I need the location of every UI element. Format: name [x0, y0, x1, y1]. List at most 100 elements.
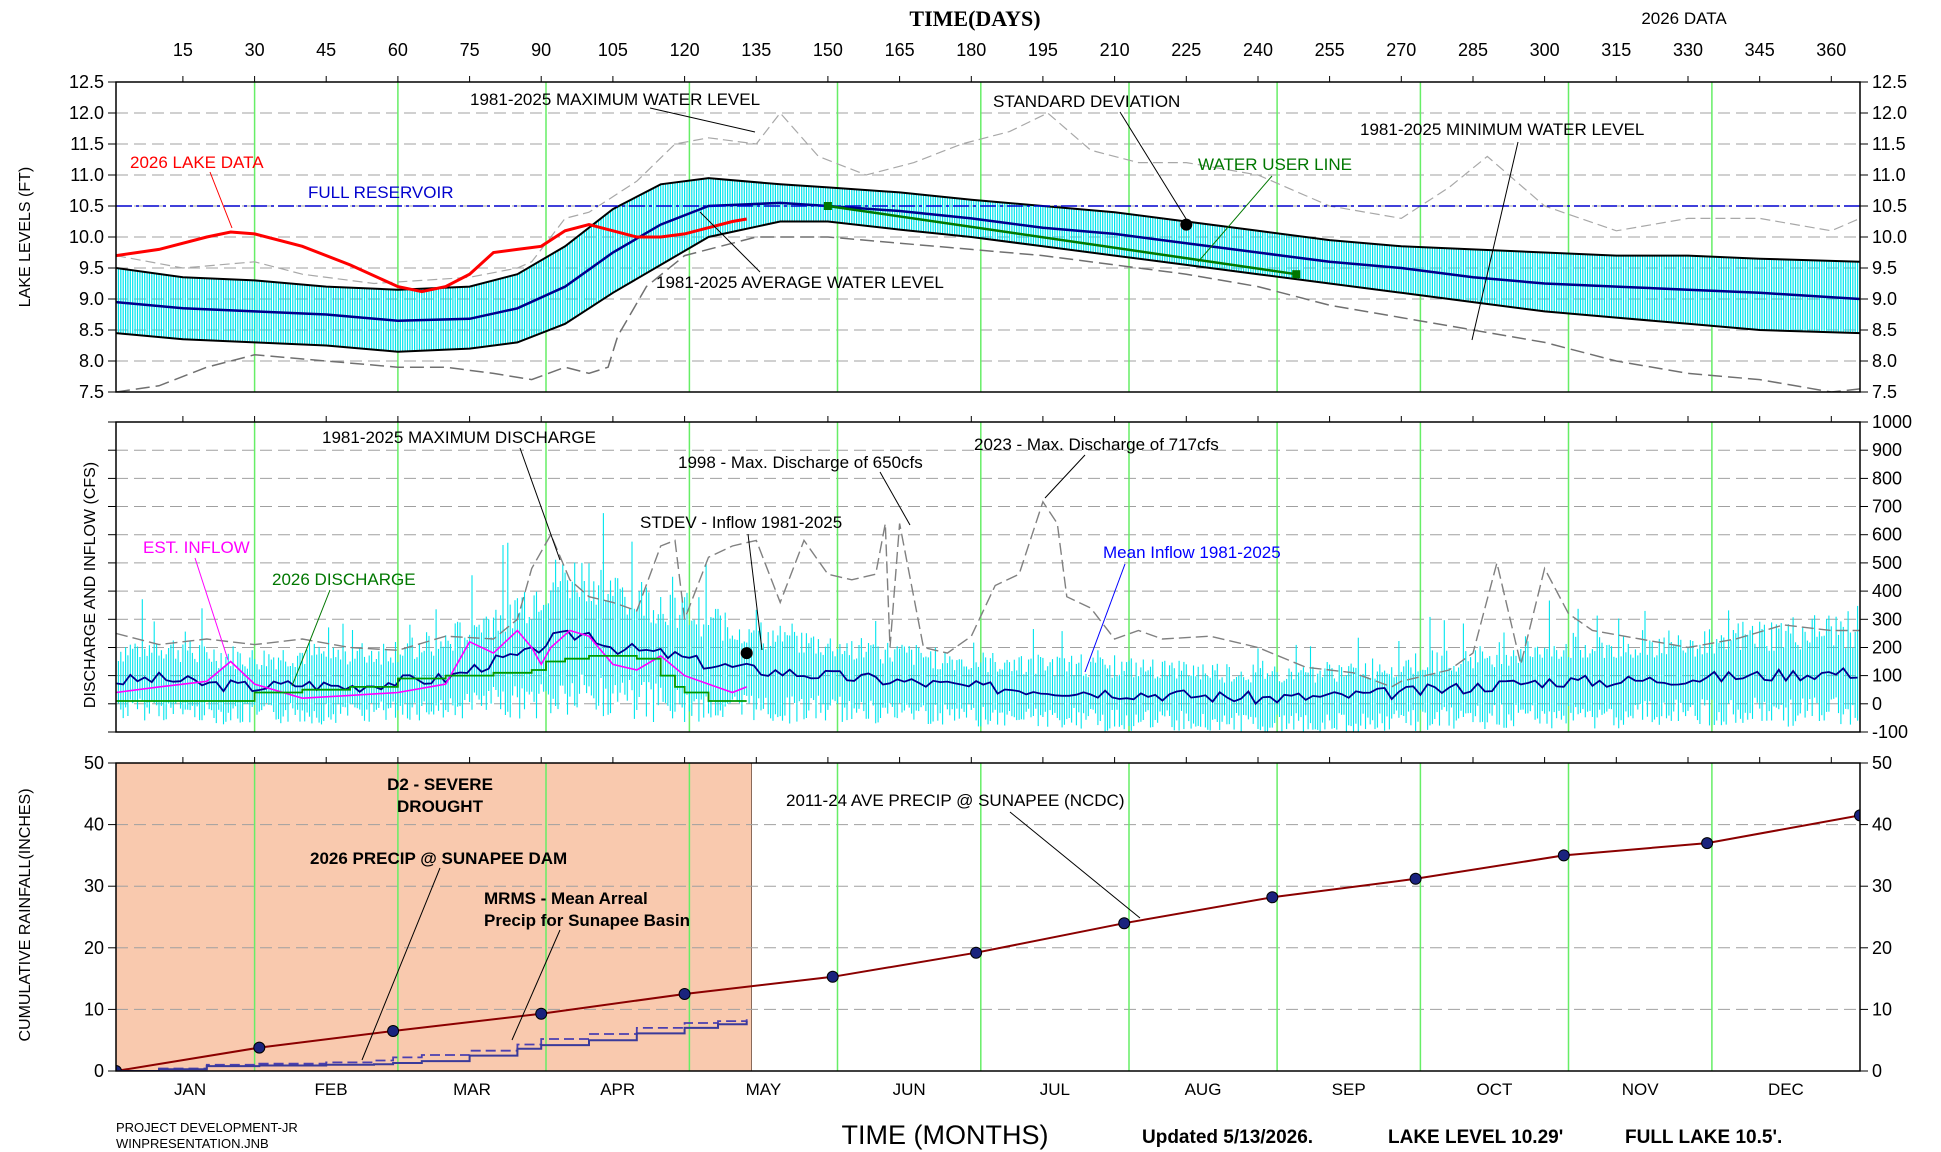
y-tick-label-right: -100 — [1872, 722, 1908, 742]
arrow-ave-precip — [1009, 811, 1141, 919]
ave-precip-marker — [253, 1041, 266, 1054]
y-tick-label-right: 11.0 — [1872, 165, 1906, 185]
label-max-water-level: 1981-2025 MAXIMUM WATER LEVEL — [470, 90, 760, 109]
month-label-sep: SEP — [1332, 1080, 1366, 1099]
average-water-level-line — [116, 201, 1860, 322]
label-full-reservoir: FULL RESERVOIR — [308, 183, 454, 202]
y-tick-label-right: 30 — [1872, 876, 1892, 896]
ave-precip-marker — [116, 1065, 122, 1071]
y-tick-label-left: 9.5 — [79, 258, 104, 278]
discharge-plot — [116, 500, 1860, 732]
discharge-y-ticks: -100 0 100 200 300 400 500 600 700 800 900 1000 — [108, 412, 1912, 742]
drought-label-line1: D2 - SEVERE — [387, 775, 493, 794]
day-tick-105: 105 — [598, 40, 628, 60]
arrow-stdev — [747, 533, 763, 651]
y-tick-label-right: 0 — [1872, 1061, 1882, 1081]
y-tick-label-left: 9.0 — [79, 289, 104, 309]
day-tick-150: 150 — [813, 40, 843, 60]
label-water-user-line: WATER USER LINE — [1198, 155, 1352, 174]
precip-2026-line — [116, 1021, 748, 1071]
day-tick-360: 360 — [1816, 40, 1846, 60]
std-upper-line — [116, 177, 1860, 291]
y-tick-label-left: 20 — [84, 938, 104, 958]
arrow-max-level — [649, 107, 756, 133]
day-tick-90: 90 — [531, 40, 551, 60]
day-tick-300: 300 — [1530, 40, 1560, 60]
lake-level-readout: LAKE LEVEL 10.29' — [1388, 1127, 1563, 1148]
day-tick-120: 120 — [670, 40, 700, 60]
y-tick-label-left: 10 — [84, 999, 104, 1019]
y-tick-label-left: 8.0 — [79, 351, 104, 371]
label-2026-lake-data: 2026 LAKE DATA — [130, 153, 264, 172]
label-2026-discharge: 2026 DISCHARGE — [272, 570, 416, 589]
month-label-oct: OCT — [1477, 1080, 1513, 1099]
y-tick-label-right: 11.5 — [1872, 134, 1906, 154]
y-tick-label-right: 400 — [1872, 581, 1902, 601]
chart-title: TIME(DAYS) — [909, 6, 1040, 31]
arrow-mrms — [511, 929, 561, 1041]
y-tick-label-left: 12.0 — [69, 103, 104, 123]
arrow-2026-precip — [361, 867, 441, 1061]
lake-levels-y-ticks: 7.5 7.5 8.0 8.0 8.5 8.5 9.0 9.0 9.5 9.5 10.0 10.0 10… — [69, 72, 1907, 402]
y-tick-label-right: 300 — [1872, 609, 1902, 629]
y-tick-label-right: 20 — [1872, 938, 1892, 958]
label-mrms-line2: Precip for Sunapee Basin — [484, 911, 690, 930]
y-tick-label-right: 500 — [1872, 553, 1902, 573]
lake-levels-annotations: 2026 LAKE DATA FULL RESERVOIR 1981-2025 … — [130, 90, 1644, 341]
ave-precip-marker — [1118, 917, 1131, 930]
ave-precip-marker — [535, 1007, 548, 1020]
water-user-marker — [1292, 270, 1301, 279]
ave-precip-marker — [678, 988, 691, 1000]
label-average-water-level: 1981-2025 AVERAGE WATER LEVEL — [656, 273, 944, 292]
day-tick-180: 180 — [956, 40, 986, 60]
y-tick-label-right: 600 — [1872, 525, 1902, 545]
y-tick-label-left: 11.5 — [70, 134, 104, 154]
data-year-label: 2026 DATA — [1641, 9, 1727, 28]
time-axis-title: TIME (MONTHS) — [842, 1120, 1049, 1150]
ave-precip-marker — [1701, 837, 1714, 850]
lake-2026-line — [116, 217, 747, 294]
y-tick-label-right: 10.0 — [1872, 227, 1907, 247]
month-label-jul: JUL — [1040, 1080, 1070, 1099]
y-tick-label-left: 0 — [94, 1061, 104, 1081]
ave-precip-marker — [1854, 809, 1860, 822]
arrow-mean-inflow — [1084, 563, 1126, 673]
discharge-frame — [115, 421, 1861, 733]
rainfall-annotations: D2 - SEVERE DROUGHT 2011-24 AVE PRECIP @… — [310, 775, 1141, 1061]
arrow-avg-level — [699, 211, 761, 273]
arrow-max-discharge — [519, 447, 561, 561]
month-label-mar: MAR — [453, 1080, 491, 1099]
y-tick-label-left: 12.5 — [69, 72, 104, 92]
day-tick-345: 345 — [1745, 40, 1775, 60]
label-ave-precip: 2011-24 AVE PRECIP @ SUNAPEE (NCDC) — [786, 791, 1124, 810]
y-tick-label-right: 0 — [1872, 694, 1882, 714]
label-max-discharge: 1981-2025 MAXIMUM DISCHARGE — [322, 428, 596, 447]
day-tick-225: 225 — [1171, 40, 1201, 60]
day-tick-45: 45 — [316, 40, 336, 60]
std-dev-marker — [1180, 218, 1193, 231]
arrow-1998 — [879, 471, 911, 526]
drought-region — [116, 763, 752, 1071]
max-discharge-line — [116, 500, 1860, 688]
y-tick-label-right: 200 — [1872, 638, 1902, 658]
day-tick-30: 30 — [245, 40, 265, 60]
day-tick-285: 285 — [1458, 40, 1488, 60]
day-tick-75: 75 — [460, 40, 480, 60]
label-standard-deviation: STANDARD DEVIATION — [993, 92, 1180, 111]
rainfall-background — [116, 763, 752, 1071]
label-2026-precip: 2026 PRECIP @ SUNAPEE DAM — [310, 849, 567, 868]
label-est-inflow: EST. INFLOW — [143, 538, 250, 557]
label-mrms-line1: MRMS - Mean Arreal — [484, 889, 648, 908]
rainfall-grid — [116, 763, 1860, 1071]
y-tick-label-right: 900 — [1872, 440, 1902, 460]
day-tick-165: 165 — [885, 40, 915, 60]
day-tick-255: 255 — [1315, 40, 1345, 60]
project-line-2: WINPRESENTATION.JNB — [116, 1136, 269, 1151]
y-tick-label-left: 7.5 — [79, 382, 104, 402]
day-tick-240: 240 — [1243, 40, 1273, 60]
arrow-lake-data — [209, 171, 233, 229]
day-tick-330: 330 — [1673, 40, 1703, 60]
y-tick-label-right: 40 — [1872, 815, 1892, 835]
label-min-water-level: 1981-2025 MINIMUM WATER LEVEL — [1360, 120, 1644, 139]
month-label-feb: FEB — [314, 1080, 347, 1099]
